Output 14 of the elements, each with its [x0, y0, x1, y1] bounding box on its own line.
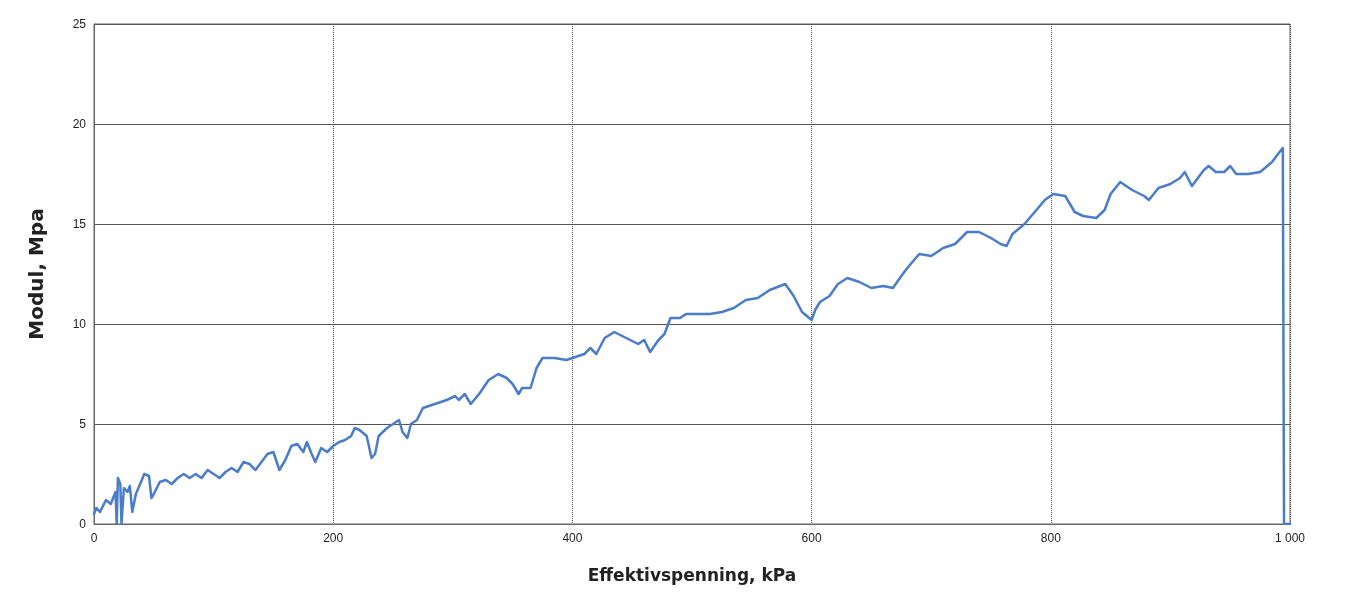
x-tick-label: 600 — [801, 531, 822, 545]
y-tick-label: 5 — [79, 417, 87, 431]
x-tick-label: 0 — [90, 531, 98, 545]
x-tick-label: 800 — [1040, 531, 1062, 545]
y-axis-title: Modul, Mpa — [24, 208, 48, 340]
x-tick-label: 1 000 — [1274, 531, 1306, 545]
y-tick-label: 15 — [72, 217, 87, 231]
x-tick-label: 200 — [323, 531, 344, 545]
y-tick-label: 25 — [72, 17, 87, 31]
y-tick-label: 0 — [79, 517, 87, 531]
x-axis-title: Effektivspenning, kPa — [587, 564, 797, 585]
y-tick-label: 10 — [72, 317, 87, 331]
x-tick-label: 400 — [562, 531, 583, 545]
y-tick-label: 20 — [72, 117, 87, 131]
